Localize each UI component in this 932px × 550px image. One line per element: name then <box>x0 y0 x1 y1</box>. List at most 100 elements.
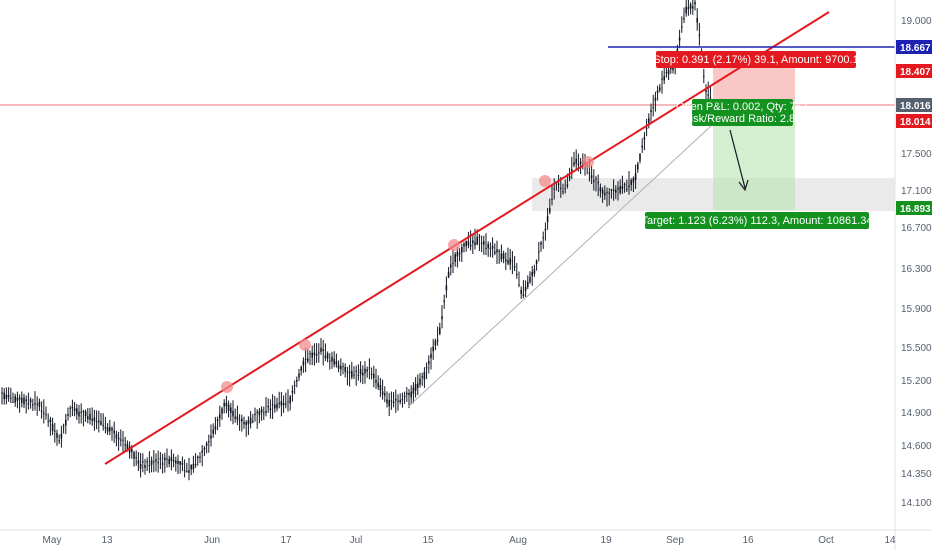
candle <box>194 453 197 468</box>
candle-body <box>645 127 648 129</box>
candle <box>335 353 338 368</box>
candle-body <box>135 457 137 459</box>
candle-body <box>181 462 184 465</box>
candle <box>225 395 228 414</box>
candle-body <box>678 37 681 41</box>
candle <box>623 182 626 193</box>
target-label[interactable]: Target: 1.123 (6.23%) 112.3, Amount: 108… <box>642 212 873 229</box>
candle <box>322 339 324 366</box>
candle <box>227 400 230 418</box>
candle <box>150 456 153 473</box>
y-tick-label: 14.900 <box>901 408 932 419</box>
candle-body <box>177 460 179 464</box>
candle <box>351 361 353 380</box>
candle-body <box>78 411 80 417</box>
price-tag: 18.407 <box>896 64 932 78</box>
candle-body <box>483 240 485 245</box>
candle <box>87 407 89 424</box>
candle-body <box>685 6 687 14</box>
candle-body <box>318 352 320 354</box>
candle-body <box>225 402 228 407</box>
candle-body <box>271 404 274 406</box>
touch-marker <box>221 381 233 393</box>
candle <box>170 449 173 471</box>
time-axis[interactable]: May 13 Jun 17 Jul 15 Aug 19 Sep 16 Oct 14 <box>43 535 896 546</box>
candle-body <box>16 397 19 401</box>
pnl-label[interactable]: Open P&L: 0.002, Qty: 767 Risk/Reward Ra… <box>676 99 808 126</box>
candle <box>115 430 118 447</box>
candle <box>630 178 632 191</box>
candle <box>252 413 254 424</box>
candle-body <box>104 427 107 429</box>
candle-body <box>480 242 483 244</box>
candle-body <box>260 409 263 413</box>
candle-body <box>159 458 162 460</box>
candle-body <box>280 401 283 406</box>
candle-body <box>329 360 331 362</box>
candle-body <box>395 398 397 401</box>
candle <box>540 240 542 252</box>
x-tick-label: 19 <box>600 535 612 546</box>
price-tag: 16.893 <box>896 201 932 215</box>
candle-body <box>355 370 357 372</box>
candle <box>562 183 564 195</box>
candle-body <box>14 396 16 403</box>
candle <box>564 179 566 194</box>
candle <box>153 450 155 473</box>
candle-body <box>100 421 102 425</box>
candle-body <box>106 427 109 432</box>
x-tick-label: May <box>43 535 62 546</box>
candle-body <box>47 420 49 422</box>
candle <box>219 405 221 427</box>
candle <box>82 409 85 427</box>
candle-body <box>533 269 536 274</box>
candle-body <box>689 4 692 9</box>
candle <box>95 410 98 430</box>
candle-body <box>472 240 474 244</box>
candle-body <box>76 408 78 415</box>
candle <box>137 452 140 472</box>
candle <box>498 249 500 264</box>
candle <box>553 178 555 200</box>
candle <box>54 422 56 443</box>
candle <box>73 401 76 417</box>
candle <box>263 406 265 420</box>
candle <box>511 251 514 275</box>
candle-body <box>170 457 173 462</box>
candle <box>428 355 430 374</box>
candle <box>447 266 450 279</box>
candle <box>513 256 516 272</box>
candle-body <box>36 403 38 405</box>
stop-label[interactable]: Stop: 0.391 (2.17%) 39.1, Amount: 9700.1 <box>653 51 859 68</box>
candle <box>159 452 162 470</box>
candle <box>608 188 610 206</box>
candle-body <box>155 459 157 462</box>
candle-body <box>562 191 564 193</box>
candle-body <box>201 450 203 453</box>
candle-body <box>23 397 25 405</box>
candle-body <box>27 403 30 405</box>
candle-body <box>313 352 316 355</box>
x-tick-label: 17 <box>280 535 292 546</box>
candle-body <box>522 294 525 296</box>
candle <box>522 280 525 299</box>
candle-body <box>634 173 637 180</box>
candle-body <box>190 464 192 470</box>
candle-body <box>654 97 657 101</box>
candle <box>113 421 115 443</box>
candle-body <box>643 137 646 140</box>
candle-body <box>214 426 217 430</box>
candle-body <box>245 422 247 426</box>
candle-body <box>461 247 463 253</box>
candle-body <box>234 416 236 419</box>
candle-body <box>551 198 553 201</box>
candle <box>648 113 650 129</box>
candle-body <box>428 361 430 364</box>
candle-body <box>538 251 540 253</box>
candle-body <box>368 367 371 369</box>
candle-body <box>491 246 494 249</box>
candle-body <box>256 411 258 413</box>
candle <box>179 461 181 474</box>
candle-body <box>439 327 441 334</box>
